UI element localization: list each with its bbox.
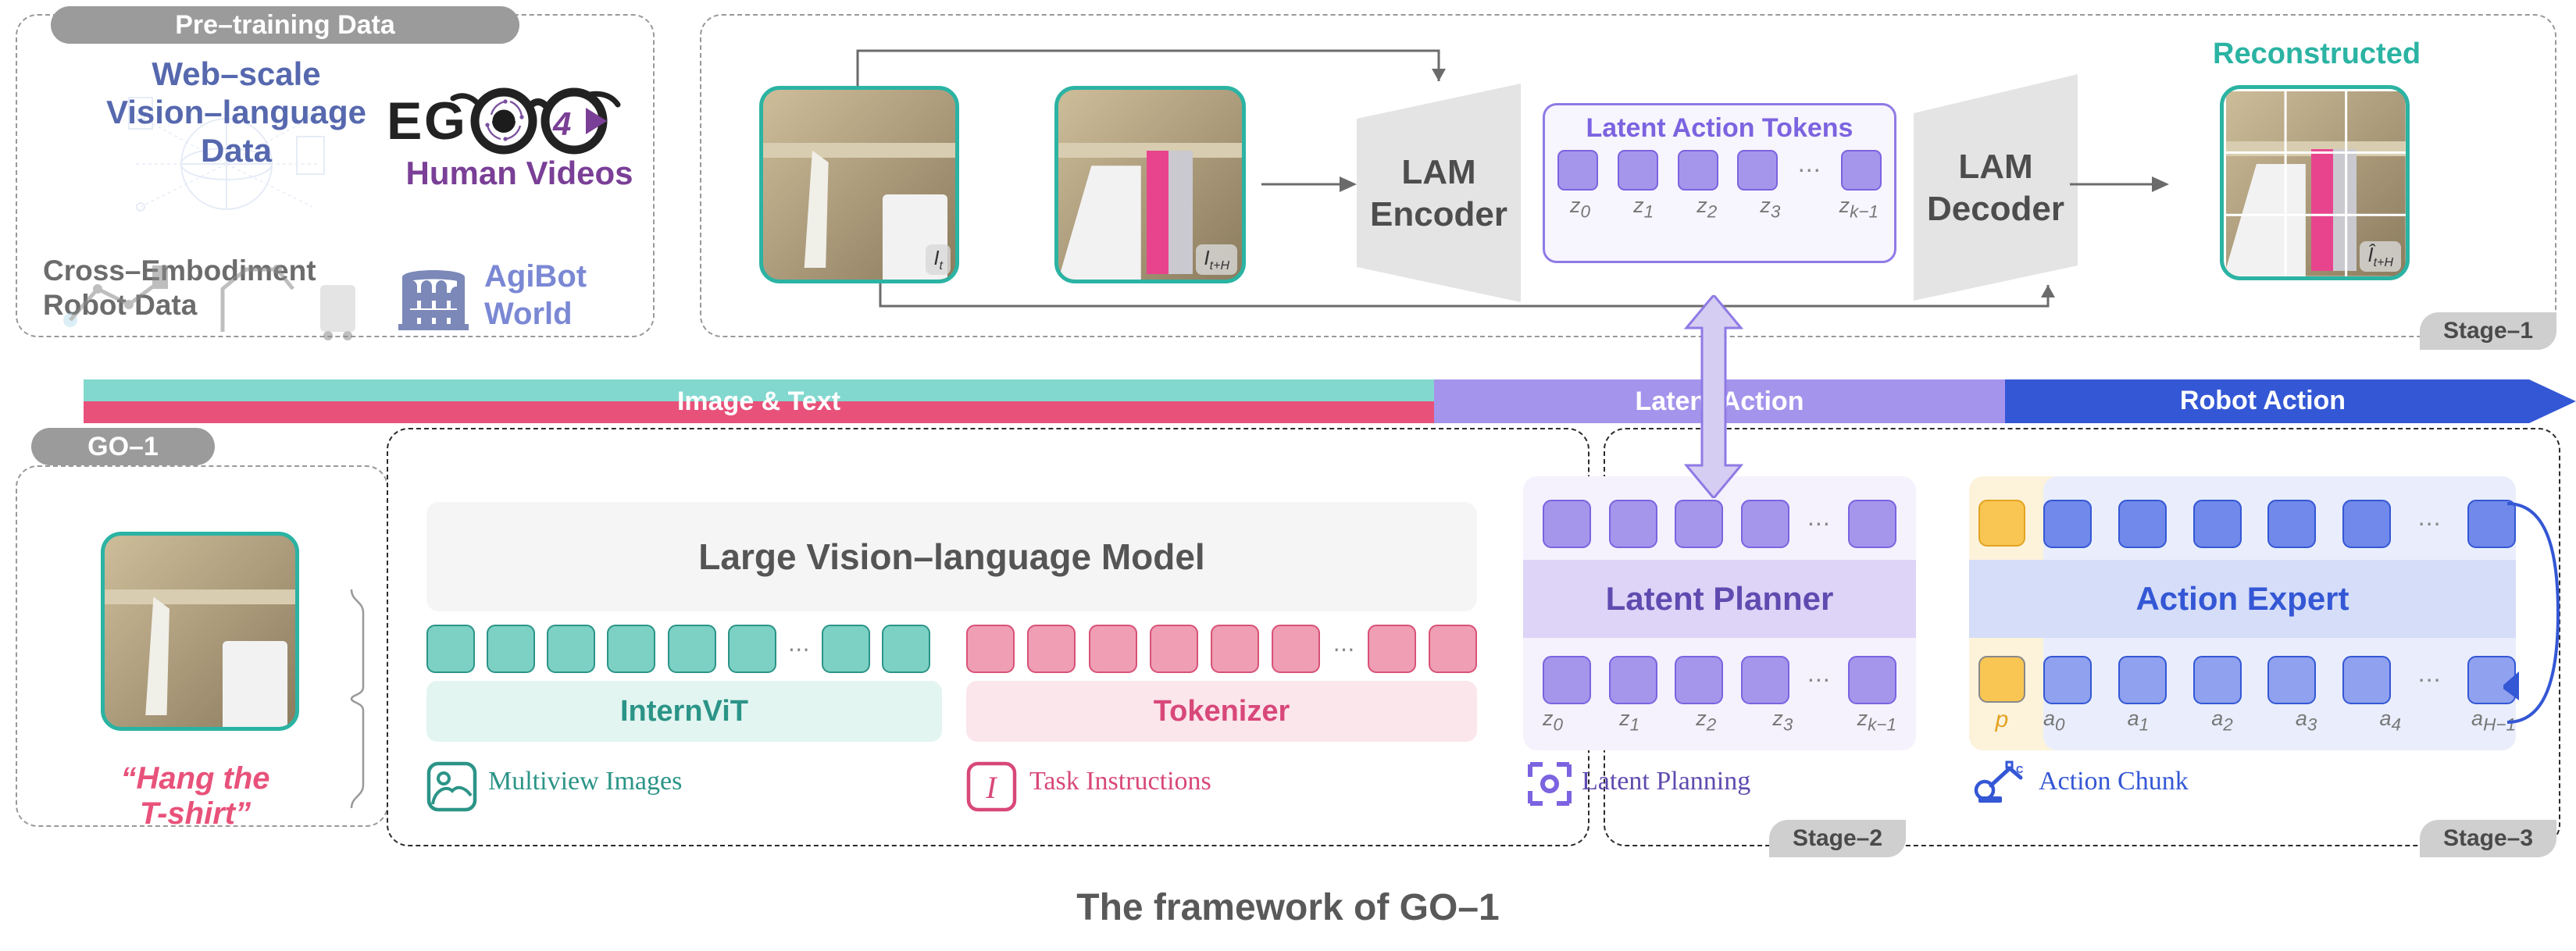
svg-text:4: 4 <box>552 105 571 142</box>
svg-text:Encoder: Encoder <box>1370 195 1507 233</box>
svg-text:LAM: LAM <box>1401 153 1475 191</box>
svg-text:LAM: LAM <box>1958 148 2032 186</box>
svg-text:I: I <box>985 770 997 805</box>
svg-text:Robot Action: Robot Action <box>2180 386 2346 415</box>
svg-text:G: G <box>424 91 466 151</box>
svg-text:E: E <box>387 91 422 151</box>
svg-text:C: C <box>2016 764 2024 775</box>
svg-text:Decoder: Decoder <box>1927 190 2064 228</box>
